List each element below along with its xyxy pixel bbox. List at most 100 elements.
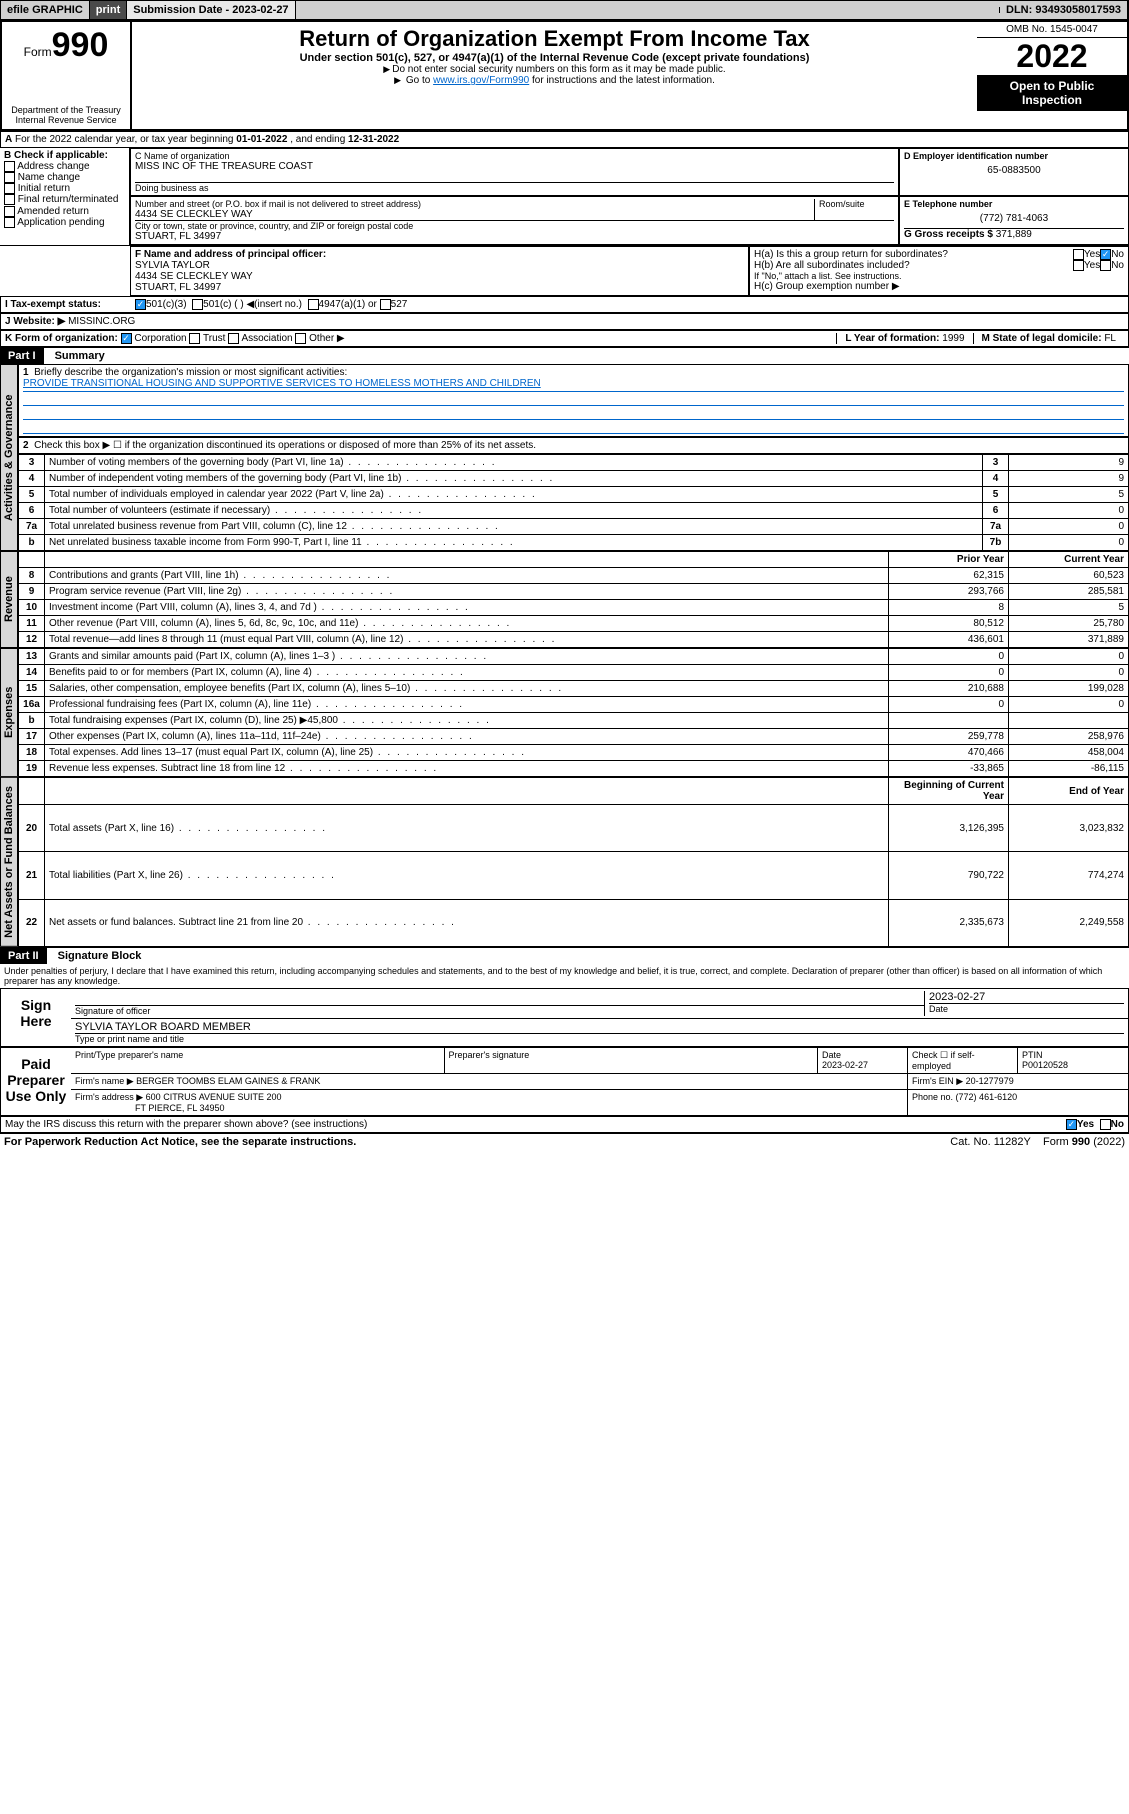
section-klm: K Form of organization: Corporation Trus…	[0, 330, 1129, 347]
row-num: 19	[19, 761, 45, 777]
chk-527[interactable]	[380, 299, 391, 310]
chk-app-pending[interactable]	[4, 217, 15, 228]
declaration: Under penalties of perjury, I declare th…	[0, 964, 1129, 988]
row-prior: 259,778	[889, 729, 1009, 745]
row-current: 2,249,558	[1009, 899, 1129, 946]
part1-body: Activities & Governance 1 Briefly descri…	[0, 364, 1129, 551]
chk-hb-yes[interactable]	[1073, 260, 1084, 271]
vert-revenue: Revenue	[0, 551, 18, 648]
row-label: Number of independent voting members of …	[45, 471, 983, 487]
row-prior: 8	[889, 600, 1009, 616]
row-current: 25,780	[1009, 616, 1129, 632]
row-value: 0	[1009, 503, 1129, 519]
submission-date: Submission Date - 2023-02-27	[127, 1, 295, 19]
row-label: Professional fundraising fees (Part IX, …	[45, 697, 889, 713]
section-j: J Website: ▶ MISSINC.ORG	[0, 313, 1129, 330]
section-b: B Check if applicable: Address change Na…	[0, 148, 130, 245]
row-label: Total expenses. Add lines 13–17 (must eq…	[45, 745, 889, 761]
chk-discuss-no[interactable]	[1100, 1119, 1111, 1130]
row-label: Total unrelated business revenue from Pa…	[45, 519, 983, 535]
row-label: Net assets or fund balances. Subtract li…	[45, 899, 889, 946]
part2-header: Part II Signature Block	[0, 947, 1129, 964]
row-value: 9	[1009, 455, 1129, 471]
chk-ha-no[interactable]	[1100, 249, 1111, 260]
row-label: Revenue less expenses. Subtract line 18 …	[45, 761, 889, 777]
row-value: 0	[1009, 519, 1129, 535]
row-prior: 790,722	[889, 852, 1009, 899]
row-current: 5	[1009, 600, 1129, 616]
chk-name-change[interactable]	[4, 172, 15, 183]
row-label: Net unrelated business taxable income fr…	[45, 535, 983, 551]
row-prior: 62,315	[889, 568, 1009, 584]
chk-final-return[interactable]	[4, 194, 15, 205]
chk-corp[interactable]	[121, 333, 132, 344]
chk-other[interactable]	[295, 333, 306, 344]
section-d: D Employer identification number 65-0883…	[899, 148, 1129, 196]
row-value: 5	[1009, 487, 1129, 503]
section-i: I Tax-exempt status: 501(c)(3) 501(c) ( …	[0, 296, 1129, 313]
row-prior: 2,335,673	[889, 899, 1009, 946]
row-label: Total liabilities (Part X, line 26)	[45, 852, 889, 899]
print-button[interactable]: print	[90, 1, 127, 19]
row-current: 258,976	[1009, 729, 1129, 745]
section-c-name: C Name of organization MISS INC OF THE T…	[130, 148, 899, 196]
chk-amended[interactable]	[4, 206, 15, 217]
row-label: Other revenue (Part VIII, column (A), li…	[45, 616, 889, 632]
row-label: Salaries, other compensation, employee b…	[45, 681, 889, 697]
row-label: Program service revenue (Part VIII, line…	[45, 584, 889, 600]
row-prior: 0	[889, 649, 1009, 665]
row-current: -86,115	[1009, 761, 1129, 777]
table-net-assets: Beginning of Current YearEnd of Year 20T…	[18, 777, 1129, 947]
row-num: 8	[19, 568, 45, 584]
row-prior	[889, 713, 1009, 729]
sign-here-block: Sign Here Signature of officer 2023-02-2…	[0, 988, 1129, 1047]
row-label: Benefits paid to or for members (Part IX…	[45, 665, 889, 681]
row-current: 60,523	[1009, 568, 1129, 584]
row-label: Number of voting members of the governin…	[45, 455, 983, 471]
chk-trust[interactable]	[189, 333, 200, 344]
section-l: L Year of formation: 1999	[836, 333, 972, 344]
row-num: 21	[19, 852, 45, 899]
chk-4947[interactable]	[308, 299, 319, 310]
dln: DLN: 93493058017593	[1000, 1, 1128, 19]
chk-501c[interactable]	[192, 299, 203, 310]
row-current: 458,004	[1009, 745, 1129, 761]
chk-ha-yes[interactable]	[1073, 249, 1084, 260]
row-num: 17	[19, 729, 45, 745]
row-prior: 0	[889, 665, 1009, 681]
section-f: F Name and address of principal officer:…	[130, 246, 749, 296]
line-a: A For the 2022 calendar year, or tax yea…	[0, 131, 1129, 148]
chk-hb-no[interactable]	[1100, 260, 1111, 271]
row-prior: 470,466	[889, 745, 1009, 761]
table-revenue: Prior YearCurrent Year 8Contributions an…	[18, 551, 1129, 648]
footer: For Paperwork Reduction Act Notice, see …	[0, 1133, 1129, 1150]
row-label: Other expenses (Part IX, column (A), lin…	[45, 729, 889, 745]
row-label: Investment income (Part VIII, column (A)…	[45, 600, 889, 616]
vert-expenses: Expenses	[0, 648, 18, 777]
chk-address-change[interactable]	[4, 161, 15, 172]
row-label: Grants and similar amounts paid (Part IX…	[45, 649, 889, 665]
row-value: 0	[1009, 535, 1129, 551]
section-e-val: (772) 781-4063	[904, 209, 1124, 228]
row-num: 7a	[19, 519, 45, 535]
chk-discuss-yes[interactable]	[1066, 1119, 1077, 1130]
row-current: 3,023,832	[1009, 805, 1129, 852]
row-num: b	[19, 713, 45, 729]
row-num: 11	[19, 616, 45, 632]
omb-number: OMB No. 1545-0047	[977, 22, 1127, 38]
row-label: Total number of volunteers (estimate if …	[45, 503, 983, 519]
irs-link[interactable]: www.irs.gov/Form990	[433, 75, 529, 86]
chk-initial-return[interactable]	[4, 183, 15, 194]
mission-text: PROVIDE TRANSITIONAL HOUSING AND SUPPORT…	[23, 378, 1124, 392]
section-fh: F Name and address of principal officer:…	[0, 245, 1129, 296]
chk-501c3[interactable]	[135, 299, 146, 310]
officer-name: SYLVIA TAYLOR BOARD MEMBER	[75, 1021, 1124, 1033]
row-num: 10	[19, 600, 45, 616]
row-num: 3	[19, 455, 45, 471]
row-current: 371,889	[1009, 632, 1129, 648]
chk-assoc[interactable]	[228, 333, 239, 344]
inst-link: Go to www.irs.gov/Form990 for instructio…	[136, 75, 973, 86]
row-num: 20	[19, 805, 45, 852]
row-prior: 293,766	[889, 584, 1009, 600]
header-bar: efile GRAPHIC print Submission Date - 20…	[0, 0, 1129, 20]
